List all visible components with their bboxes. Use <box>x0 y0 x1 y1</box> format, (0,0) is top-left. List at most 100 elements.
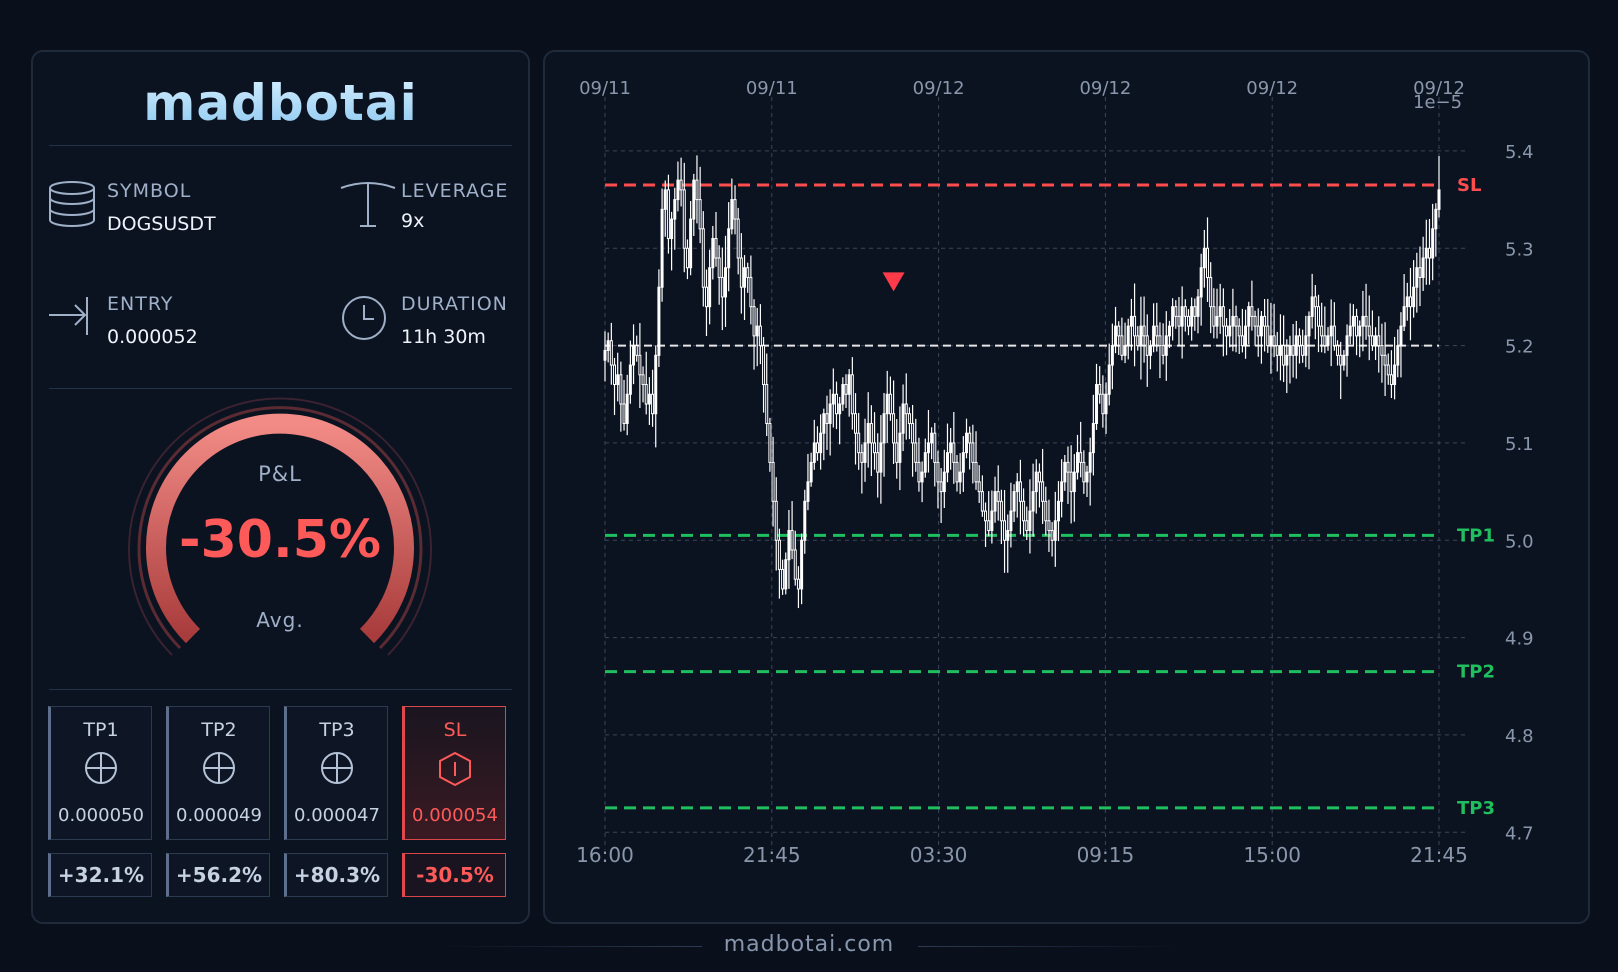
candle-body <box>1183 306 1187 317</box>
candle-body <box>1405 296 1409 308</box>
leverage-value: 9x <box>401 210 425 232</box>
candle-body <box>961 452 965 473</box>
candle-body <box>727 228 731 269</box>
candle-body <box>930 432 934 444</box>
candle-body <box>1126 325 1130 347</box>
candle-body <box>616 374 620 386</box>
y-tick-label: 5.4 <box>1505 142 1534 163</box>
candle-body <box>704 286 708 308</box>
candle-body <box>800 539 804 590</box>
candle-body <box>971 442 975 463</box>
target-price: 0.000054 <box>412 805 498 826</box>
candle-body <box>746 267 750 278</box>
divider <box>49 388 512 389</box>
target-pct-tp1: +32.1% <box>48 853 152 897</box>
target-price: 0.000049 <box>176 805 262 826</box>
candle-body <box>1288 345 1292 356</box>
level-label-tp1: TP1 <box>1457 525 1495 546</box>
candle-body <box>1348 325 1352 337</box>
candle-body <box>904 403 908 415</box>
candle-body <box>1301 345 1305 356</box>
x-bottom-tick-label: 09:15 <box>1077 843 1135 867</box>
candle-body <box>1240 335 1244 347</box>
candle-body <box>1234 315 1238 327</box>
candle-body <box>841 384 845 405</box>
crosshair-icon <box>203 752 235 784</box>
candle-body <box>1399 325 1403 347</box>
candle-body <box>771 461 775 502</box>
candle-body <box>1291 345 1295 356</box>
candle-body <box>1282 345 1286 366</box>
candle-body <box>743 267 747 288</box>
candlestick-chart: 5.4 5.3 5.2 5.1 5.0 4.9 4.8 4.7 1e−5 09/11 16:00 09… <box>576 78 1534 867</box>
candle-body <box>831 393 835 405</box>
candle-body <box>1351 315 1355 327</box>
candle-body <box>1244 325 1248 347</box>
candle-body <box>1075 452 1079 473</box>
candle-body <box>907 413 911 424</box>
entry-value: 0.000052 <box>107 326 198 348</box>
candle-body <box>993 491 997 512</box>
candle-body <box>1034 471 1038 493</box>
y-tick-label: 5.0 <box>1505 531 1534 552</box>
candle-body <box>784 559 788 590</box>
candle-body <box>1269 335 1273 347</box>
candle-body <box>622 403 626 424</box>
pnl-sub: Avg. <box>256 608 304 632</box>
candle-body <box>1117 325 1121 337</box>
candle-body <box>1101 393 1105 415</box>
candle-body <box>1003 520 1007 541</box>
candle-body <box>1164 335 1168 356</box>
candle-body <box>1041 481 1045 502</box>
candle-body <box>1361 315 1365 327</box>
candle-body <box>638 354 642 376</box>
target-card-tp3: TP3 0.000047 <box>284 706 388 840</box>
y-tick-label: 4.9 <box>1505 629 1534 650</box>
candle-body <box>888 393 892 415</box>
x-top-tick-label: 09/12 <box>1079 78 1131 99</box>
candle-body <box>1095 384 1099 424</box>
pnl-gauge-arc <box>128 397 432 656</box>
candle-body <box>926 442 930 454</box>
candle-body <box>1256 325 1260 337</box>
candle-body <box>1437 189 1441 210</box>
candle-body <box>958 471 962 483</box>
x-top-tick-label: 09/12 <box>913 78 965 99</box>
candle-body <box>1079 452 1083 463</box>
candle-body <box>1167 325 1171 337</box>
candle-body <box>609 340 613 366</box>
candle-body <box>885 393 889 415</box>
x-bottom-tick-label: 21:45 <box>1410 843 1468 867</box>
candle-body <box>1085 471 1089 483</box>
trade-summary-panel: madbotai SYMBOL DOGSUSDT LEVERAGE 9x <box>31 50 530 924</box>
candle-body <box>654 354 658 415</box>
candle-body <box>714 238 718 259</box>
candle-body <box>1386 364 1390 376</box>
candle-body <box>1218 306 1222 317</box>
symbol-value: DOGSUSDT <box>107 213 216 235</box>
footer-url[interactable]: madbotai.com <box>723 932 895 957</box>
candle-body <box>1161 345 1165 356</box>
candle-body <box>1053 520 1057 541</box>
candle-body <box>695 179 699 201</box>
candle-body <box>1120 335 1124 356</box>
candle-body <box>834 393 838 415</box>
candle-body <box>692 179 696 220</box>
candle-body <box>917 461 921 483</box>
y-multiplier-label: 1e−5 <box>1413 92 1462 113</box>
candle-body <box>1427 247 1431 259</box>
candle-body <box>1129 315 1133 327</box>
candle-body <box>1148 345 1152 356</box>
candle-body <box>854 413 858 434</box>
candle-body <box>1310 296 1314 317</box>
candle-body <box>724 267 728 298</box>
symbol-info: SYMBOL DOGSUSDT <box>47 180 267 240</box>
candle-body <box>1082 461 1086 483</box>
candle-body <box>1285 354 1289 366</box>
x-top-tick-label: 09/11 <box>746 78 798 99</box>
candle-body <box>781 568 785 590</box>
pnl-value: -30.5% <box>179 510 381 570</box>
pnl-title: P&L <box>258 462 302 486</box>
candle-body <box>1364 315 1368 327</box>
candle-body <box>1383 354 1387 366</box>
